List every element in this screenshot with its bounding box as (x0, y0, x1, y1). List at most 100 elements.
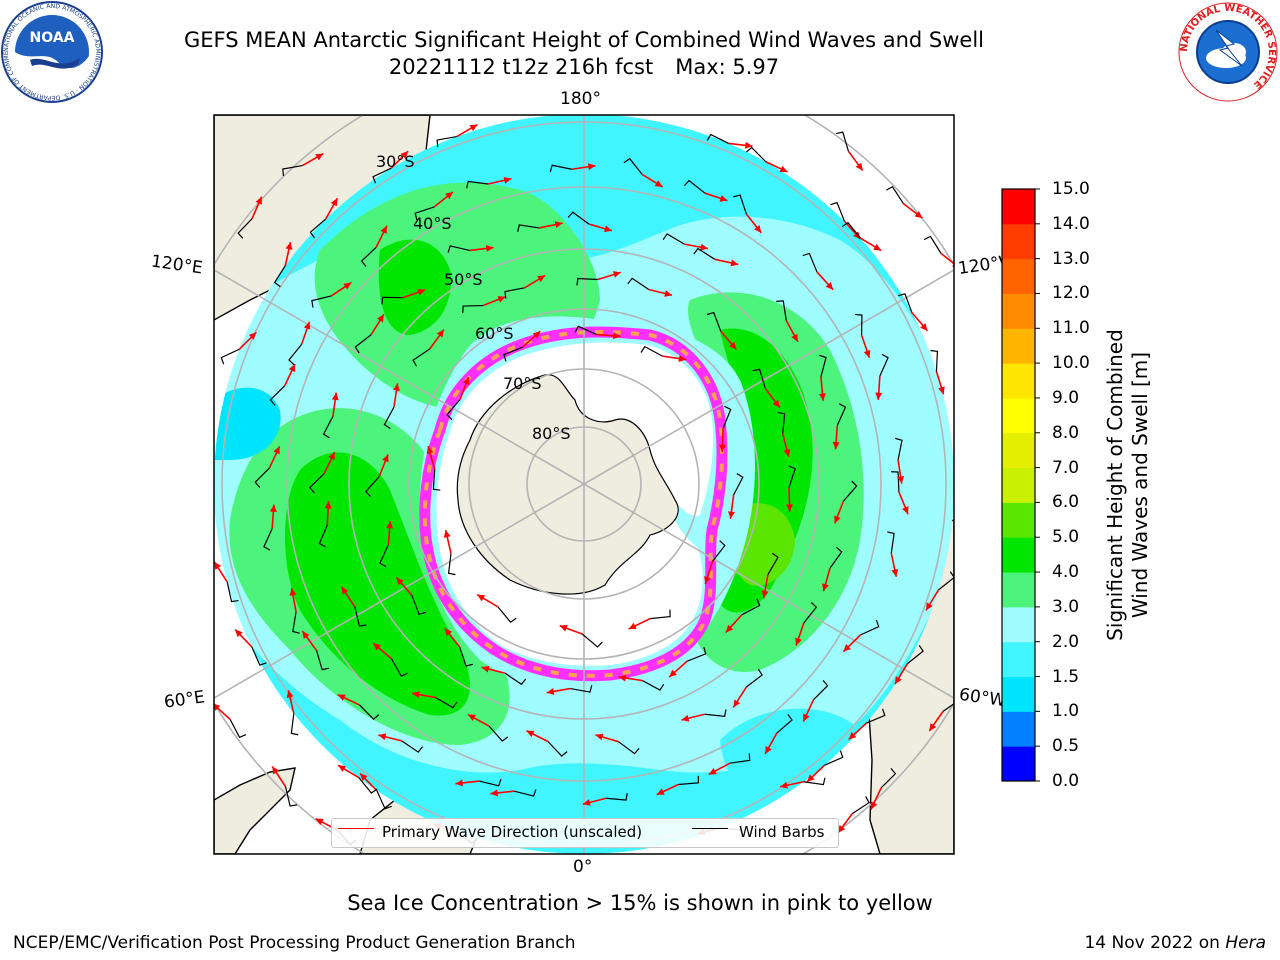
wave-arrow-head (481, 665, 490, 673)
wave-arrow-head (382, 454, 389, 463)
colorbar-band (1002, 537, 1035, 573)
wave-arrow-head (331, 392, 339, 401)
colorbar-tick-label: 1.5 (1052, 666, 1080, 687)
wave-arrow-head (754, 225, 762, 233)
wind-barb (311, 295, 332, 308)
wind-barb (693, 247, 716, 260)
wind-barb (706, 311, 722, 332)
map-legend: Primary Wave Direction (unscaled) Wind B… (331, 818, 839, 848)
wind-barb (729, 753, 751, 764)
wind-barb (574, 325, 597, 336)
wind-barb (354, 606, 367, 627)
wave-arrow-head (269, 504, 277, 512)
south-africa-land (214, 767, 296, 854)
wind-barb (606, 793, 628, 801)
wind-barb (866, 708, 886, 724)
wind-barb (284, 786, 298, 807)
wave-arrow-head (485, 245, 494, 252)
colorbar-band (1002, 223, 1035, 260)
wave-arrow-head (654, 180, 663, 187)
colorbar-band (1002, 363, 1035, 399)
wind-barb (390, 658, 408, 677)
wave-arrow-head (559, 624, 568, 632)
vector-layer (214, 123, 954, 846)
wave-arrow-head (380, 225, 387, 234)
wind-barb (842, 480, 858, 502)
wind-barb (722, 405, 732, 429)
wave-arrow-head (920, 323, 928, 331)
wind-barb (623, 157, 643, 175)
lat-label-60s: 60°S (475, 324, 514, 343)
wind-barb (830, 201, 846, 222)
colorbar-tick-label: 0.0 (1052, 771, 1080, 791)
sea-ice-edge (419, 326, 728, 682)
wave-arrow-head (532, 331, 541, 339)
wave-arrow-head (891, 568, 899, 577)
wave-arrow-head (656, 788, 665, 795)
wave-arrow-head (324, 501, 332, 509)
wave-arrow-head (546, 688, 555, 695)
colorbar-tick-label: 1.0 (1052, 701, 1080, 722)
wave-arrow-head (303, 321, 311, 330)
map-title: GEFS MEAN Antarctic Significant Height o… (183, 28, 985, 52)
wave-arrow-head (613, 332, 621, 340)
wind-barb (923, 235, 942, 254)
wave-arrow-head (396, 577, 404, 586)
map-frame (213, 114, 955, 855)
lat-label-30s: 30°S (376, 152, 415, 171)
wave-arrow-head (378, 733, 387, 741)
lat-label-50s: 50°S (444, 270, 483, 289)
wave-arrow-head (330, 198, 338, 207)
wave-arrow-head (338, 765, 347, 772)
wave-arrow-head (315, 153, 324, 161)
nws-logo: NATIONAL WEATHER SERVICE (1178, 2, 1278, 102)
wind-barb (432, 469, 441, 491)
wave-arrow-head (761, 590, 769, 599)
wave-arrow-head (462, 377, 470, 386)
wind-barb (364, 476, 380, 498)
wave-arrow-head (477, 594, 486, 602)
wind-barb (383, 406, 395, 429)
wave-arrow-head (595, 733, 604, 741)
wind-barb (777, 411, 786, 434)
graticule (214, 115, 954, 854)
wave-arrow-head (444, 628, 452, 637)
wave-arrow-head (708, 768, 717, 775)
wind-barb (412, 348, 431, 367)
colorbar-label-line1: Significant Height of Combined (1103, 329, 1127, 641)
wind-barb (254, 467, 270, 488)
wave-arrow-head (791, 333, 798, 342)
wave-arrow-head (727, 511, 735, 519)
wave-arrow-head (807, 774, 815, 782)
wind-barb (358, 777, 378, 794)
wave-arrow-head (795, 637, 802, 646)
wind-barb (226, 581, 239, 603)
wind-barb (686, 646, 707, 662)
wave-arrow-head (897, 475, 905, 484)
wind-barb (462, 304, 484, 314)
wave-arrow-head (664, 290, 673, 297)
wind-barb (803, 777, 826, 786)
wave-arrow-head (929, 723, 937, 732)
wind-barb (288, 344, 303, 366)
wind-barb (436, 135, 457, 148)
wind-barb (678, 775, 699, 786)
wave-arrow-head (436, 329, 444, 338)
colorbar (1001, 188, 1040, 782)
wave-arrow-head (400, 151, 409, 159)
wind-barb (359, 704, 380, 720)
wave-arrow-head (248, 332, 257, 340)
wave-arrow-head (288, 364, 296, 373)
wind-barb (860, 619, 880, 636)
wave-arrow-head (214, 703, 221, 711)
wind-barb (854, 313, 863, 336)
noaa-text: NOAA (30, 30, 75, 46)
wave-arrow-head (822, 583, 829, 592)
wind-barb (360, 246, 377, 267)
wave-arrow-head (875, 392, 883, 400)
wind-barb (547, 741, 568, 757)
wind-barb (309, 218, 326, 239)
colorbar-tick-label: 8.0 (1052, 422, 1080, 443)
wave-arrow-head (848, 732, 857, 740)
wave-arrow-head (926, 602, 933, 611)
